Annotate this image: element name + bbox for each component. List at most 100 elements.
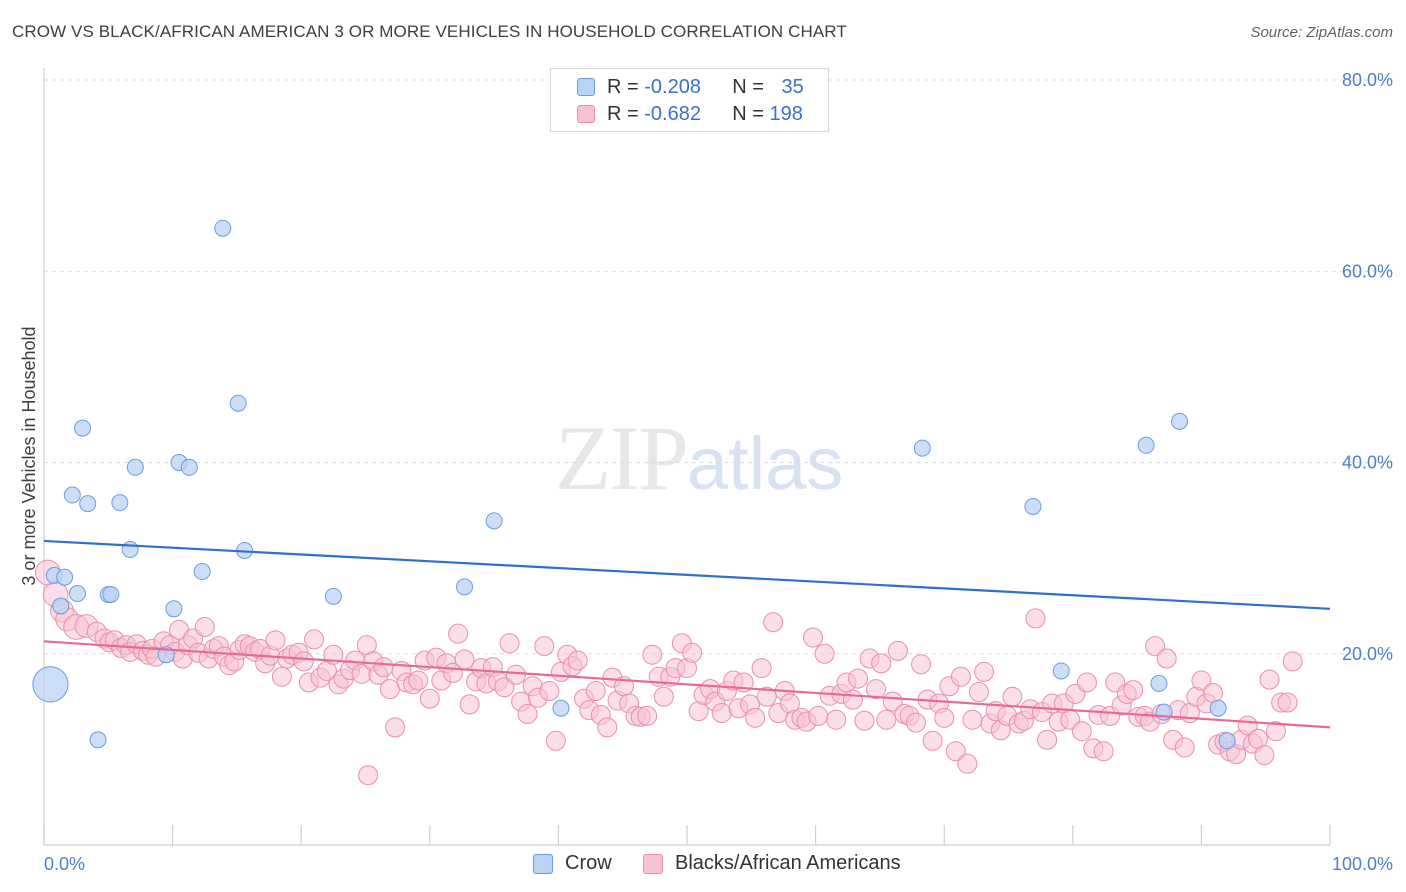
black-point	[1002, 686, 1023, 707]
black-point	[265, 630, 286, 651]
black-point	[534, 636, 555, 657]
black-point	[808, 705, 829, 726]
crow-point	[32, 666, 69, 703]
watermark-atlas: atlas	[687, 422, 844, 505]
bottom-legend-black: Blacks/African Americans	[643, 852, 901, 875]
black-point	[1025, 608, 1046, 629]
legend-r-value: -0.208	[644, 75, 701, 98]
black-point	[1254, 745, 1275, 766]
black-swatch	[577, 105, 595, 123]
crow-point	[913, 439, 931, 457]
crow-point	[165, 600, 183, 618]
black-point	[1093, 741, 1114, 762]
series-blacks-african-americans	[35, 559, 1303, 786]
black-point	[950, 666, 971, 687]
black-point	[653, 686, 674, 707]
crow-trend-line	[43, 539, 1331, 610]
legend-row-crow: R = -0.208 N = 35	[577, 75, 804, 99]
black-point	[1191, 670, 1212, 691]
black-point	[711, 703, 732, 724]
black-point	[1259, 669, 1280, 690]
legend-n-value: 198	[769, 102, 803, 125]
y-tick-label: 40.0%	[1342, 453, 1393, 473]
crow-point	[1024, 497, 1042, 515]
black-point	[585, 681, 606, 702]
y-tick-label: 80.0%	[1342, 70, 1393, 90]
gridlines	[44, 79, 1392, 655]
crow-point	[121, 541, 139, 559]
black-point	[1145, 636, 1166, 657]
black-point	[682, 642, 703, 663]
black-point	[517, 703, 538, 724]
black-point	[1156, 648, 1177, 669]
crow-swatch	[533, 853, 553, 874]
black-point	[293, 651, 314, 672]
watermark: ZIPatlas	[555, 405, 843, 511]
crow-point	[111, 494, 129, 512]
black-point	[597, 717, 618, 738]
black-point	[408, 670, 429, 691]
black-point	[911, 654, 932, 675]
black-point	[922, 730, 943, 751]
black-point	[304, 629, 325, 650]
black-trend-line	[43, 640, 1331, 729]
black-point	[1282, 651, 1303, 672]
black-point	[876, 709, 897, 730]
crow-point	[102, 585, 120, 603]
black-swatch	[643, 853, 663, 874]
crow-point	[1052, 662, 1070, 680]
x-tick-label: 0.0%	[44, 854, 85, 874]
black-point	[358, 765, 379, 786]
black-point	[505, 664, 526, 685]
crow-swatch	[577, 78, 595, 96]
black-point	[854, 710, 875, 731]
black-point	[826, 709, 847, 730]
black-point	[545, 730, 566, 751]
crow-point	[324, 587, 342, 605]
crow-point	[180, 458, 198, 476]
black-point	[751, 658, 772, 679]
legend-r-value: -0.682	[644, 102, 701, 125]
crow-point	[552, 699, 570, 717]
black-point	[385, 717, 406, 738]
bottom-legend-crow-label: Crow	[565, 852, 612, 874]
black-point	[539, 681, 560, 702]
watermark-zip: ZIP	[555, 407, 689, 509]
black-point	[1037, 729, 1058, 750]
black-point	[271, 666, 292, 687]
black-point	[945, 741, 966, 762]
black-point	[1123, 680, 1144, 701]
crow-point	[1137, 436, 1155, 454]
crow-point	[456, 578, 474, 596]
black-point	[871, 653, 892, 674]
black-point	[962, 709, 983, 730]
black-point	[494, 677, 515, 698]
black-point	[842, 689, 863, 710]
black-point	[642, 644, 663, 665]
bottom-legend-crow: Crow	[533, 852, 612, 875]
legend-r-label: R =	[607, 75, 645, 98]
crow-point	[485, 512, 503, 530]
legend-r-label: R =	[607, 102, 645, 125]
black-point	[763, 612, 784, 633]
crow-point	[214, 219, 232, 237]
crow-point	[68, 585, 86, 603]
bottom-legend: Crow Blacks/African Americans	[0, 852, 1406, 878]
y-axis-label: 3 or more Vehicles in Household	[19, 326, 39, 585]
bottom-legend-black-label: Blacks/African Americans	[675, 852, 901, 874]
legend: R = -0.208 N = 35 R = -0.682 N = 198	[550, 68, 829, 132]
black-point	[866, 679, 887, 700]
crow-point	[193, 563, 211, 581]
legend-n-label: N =	[732, 102, 770, 125]
source-credit: Source: ZipAtlas.com	[1250, 24, 1393, 41]
black-point	[1202, 682, 1223, 703]
y-tick-label: 20.0%	[1342, 644, 1393, 664]
legend-n-label: N =	[732, 75, 770, 98]
black-point	[1076, 672, 1097, 693]
black-point	[803, 627, 824, 648]
black-point	[968, 682, 989, 702]
legend-row-black: R = -0.682 N = 198	[577, 102, 803, 126]
black-point	[459, 694, 480, 715]
trend-lines	[43, 539, 1331, 729]
